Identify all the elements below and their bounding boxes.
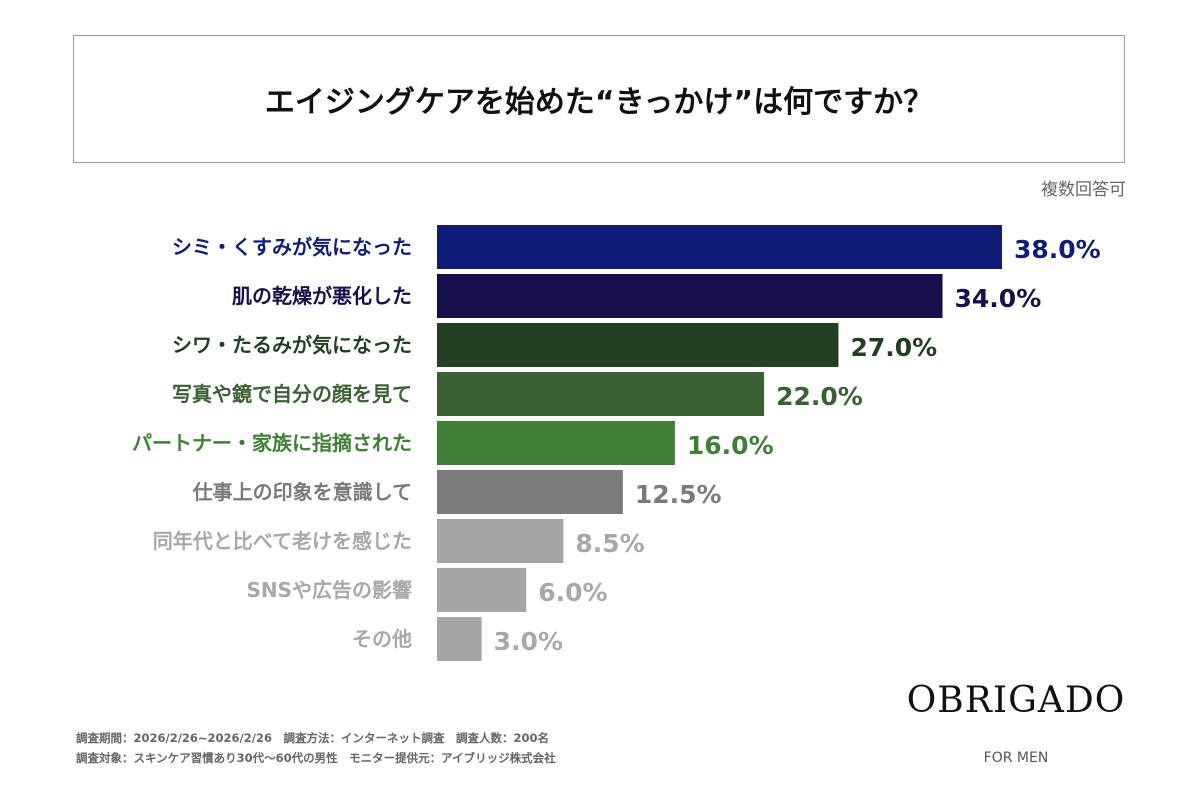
bar xyxy=(437,568,527,612)
bar xyxy=(437,323,839,367)
data-label: 22.0% xyxy=(776,382,863,411)
bar xyxy=(437,274,943,318)
category-label: SNSや広告の影響 xyxy=(246,578,412,602)
title-box: エイジングケアを始めた“きっかけ”は何ですか？ xyxy=(73,35,1125,163)
category-label: 写真や鏡で自分の顔を見て xyxy=(172,382,412,406)
brand-logo: OBRIGADO xyxy=(906,680,1126,721)
data-label: 27.0% xyxy=(850,333,937,362)
data-label: 16.0% xyxy=(687,431,774,460)
multiple-answers-note: 複数回答可 xyxy=(1041,180,1126,200)
data-label: 34.0% xyxy=(955,284,1042,313)
category-label: シワ・たるみが気になった xyxy=(172,333,412,357)
footer-line-1: 調査期間：2026/2/26~2026/2/26 調査方法：インターネット調査 … xyxy=(76,731,549,745)
category-label: その他 xyxy=(352,627,412,651)
bar xyxy=(437,421,675,465)
data-label: 38.0% xyxy=(1014,235,1101,264)
data-label: 8.5% xyxy=(575,529,644,558)
category-label: シミ・くすみが気になった xyxy=(172,235,412,259)
data-label: 6.0% xyxy=(538,578,607,607)
bar xyxy=(437,617,482,661)
bar xyxy=(437,470,623,514)
chart-title: エイジングケアを始めた“きっかけ”は何ですか？ xyxy=(264,85,934,120)
footer-line-2: 調査対象：スキンケア習慣あり30代〜60代の男性 モニター提供元：アイブリッジ株… xyxy=(76,751,556,765)
bar-chart: シミ・くすみが気になった 38.0% 肌の乾燥が悪化した 34.0% シワ・たるみが気に… xyxy=(132,225,1101,661)
data-label: 3.0% xyxy=(494,627,563,656)
category-label: パートナー・家族に指摘された xyxy=(132,431,412,455)
brand-subtitle: FOR MEN xyxy=(983,750,1049,766)
data-label: 12.5% xyxy=(635,480,722,509)
bar xyxy=(437,225,1002,269)
category-label: 肌の乾燥が悪化した xyxy=(232,284,412,308)
bar xyxy=(437,519,564,563)
bar xyxy=(437,372,765,416)
category-label: 同年代と比べて老けを感じた xyxy=(153,529,412,553)
category-label: 仕事上の印象を意識して xyxy=(192,480,412,504)
